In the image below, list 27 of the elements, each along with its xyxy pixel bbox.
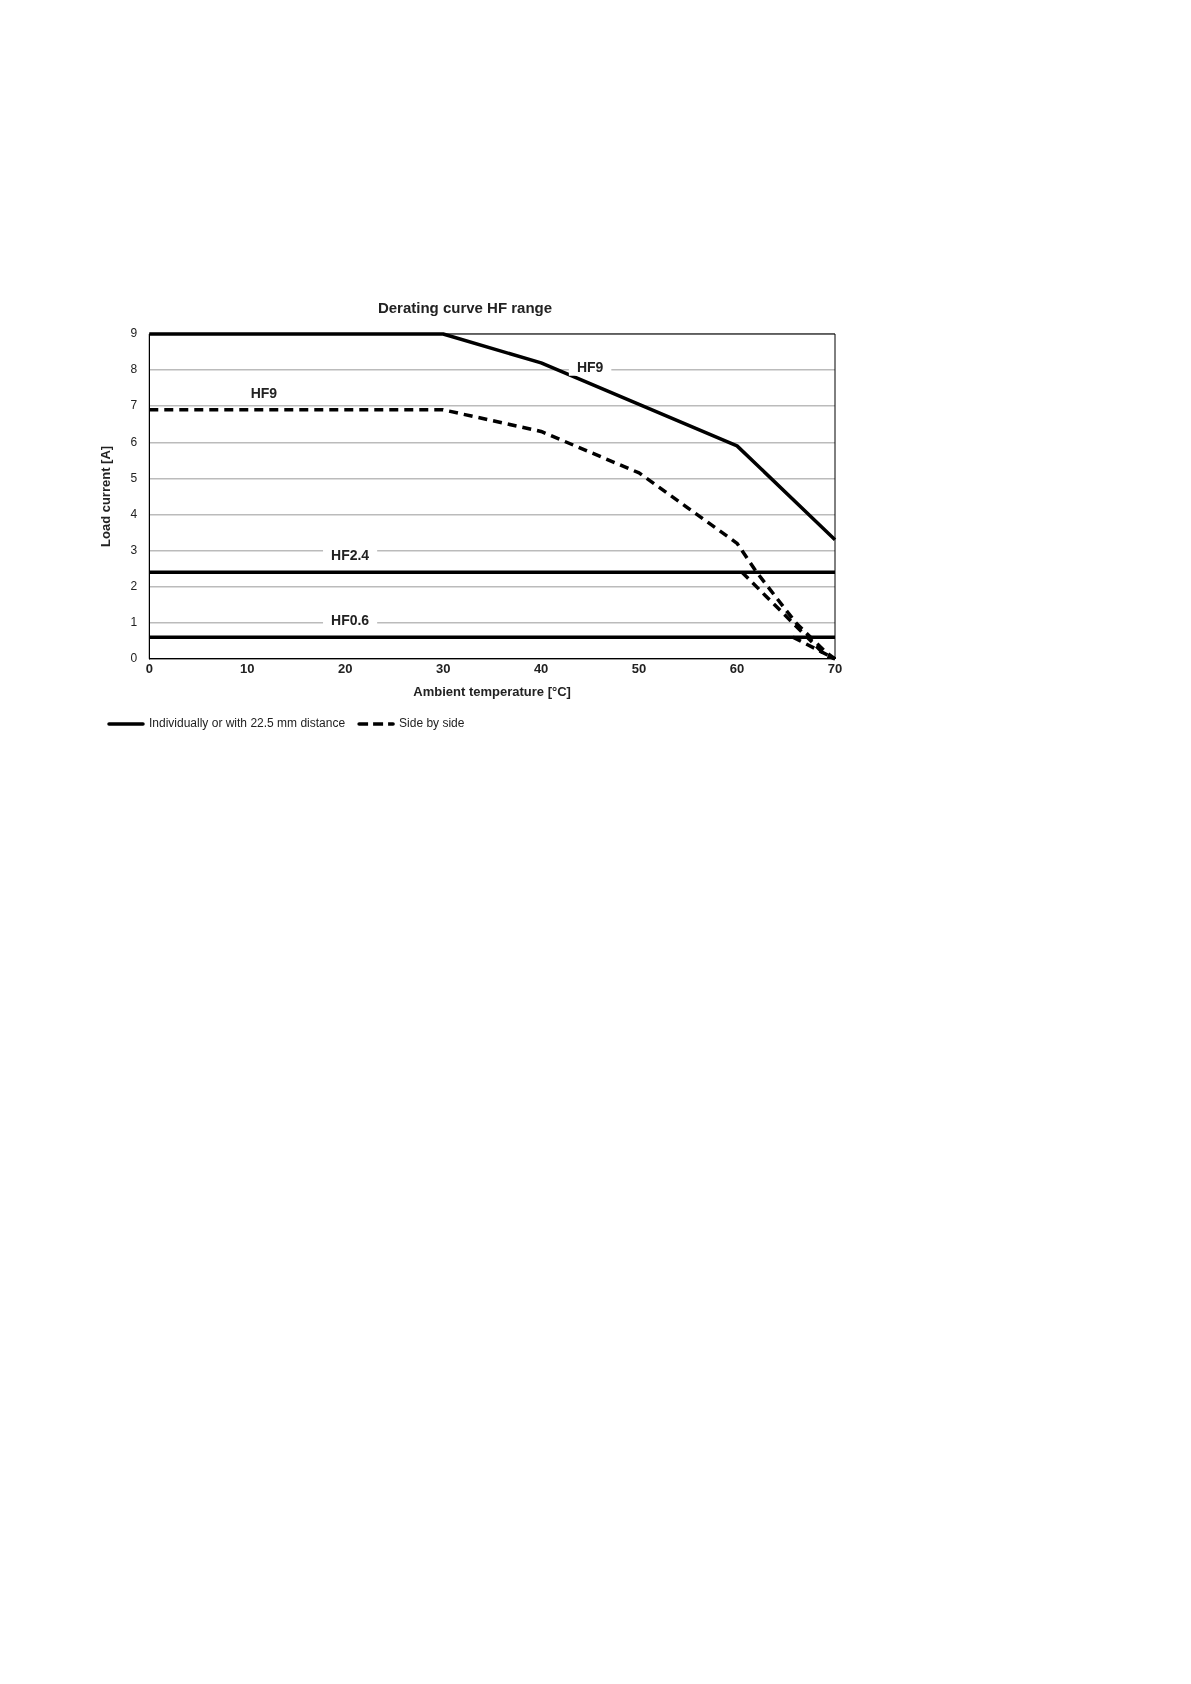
y-tick-label: 1	[130, 615, 138, 630]
x-tick-label: 10	[240, 661, 255, 677]
x-tick-label: 40	[533, 661, 549, 677]
x-tick-label: 70	[827, 661, 843, 677]
legend-label: Individually or with 22.5 mm distance	[149, 716, 346, 731]
x-tick-label: 0	[145, 661, 153, 677]
y-tick-label: 0	[130, 651, 138, 666]
y-tick-label: 9	[130, 326, 138, 341]
y-tick-label: 7	[130, 398, 138, 413]
annotation: HF0.6	[331, 612, 370, 629]
y-tick-label: 2	[130, 578, 138, 593]
y-axis-title: Load current [A]	[98, 445, 114, 547]
y-tick-label: 6	[130, 434, 138, 449]
y-tick-label: 3	[130, 542, 138, 557]
annotation: HF9	[576, 358, 604, 375]
x-tick-label: 50	[631, 661, 647, 677]
annotation: HF9	[250, 384, 278, 401]
y-tick-label: 4	[130, 506, 138, 521]
x-tick-label: 30	[435, 661, 451, 677]
y-tick-label: 5	[130, 470, 138, 485]
chart-title: Derating curve HF range	[377, 299, 553, 317]
x-tick-label: 60	[729, 661, 745, 677]
x-tick-label: 20	[337, 661, 353, 677]
annotation: HF2.4	[331, 547, 370, 564]
legend-label: Side by side	[399, 716, 465, 731]
y-tick-label: 8	[130, 362, 138, 377]
x-axis-title: Ambient temperature [°C]	[413, 683, 571, 699]
